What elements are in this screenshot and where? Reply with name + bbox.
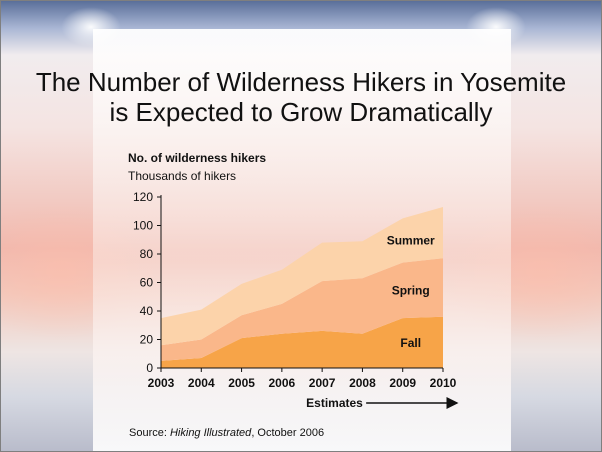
series-label-spring: Spring — [392, 283, 430, 297]
chart-title: No. of wilderness hikers — [128, 151, 267, 165]
x-tick-label: 2005 — [228, 376, 255, 390]
chart-heading: No. of wilderness hikers Thousands of hi… — [128, 151, 266, 183]
x-tick-label: 2007 — [309, 376, 336, 390]
y-tick-label: 120 — [133, 190, 153, 204]
area-fall — [161, 316, 443, 368]
series-label-summer: Summer — [387, 233, 435, 247]
x-tick-label: 2006 — [269, 376, 296, 390]
chart-units: Thousands of hikers — [128, 169, 237, 183]
y-tick-label: 20 — [140, 333, 154, 347]
y-tick-label: 100 — [133, 219, 153, 233]
slide-title: The Number of Wilderness Hikers in Yosem… — [1, 67, 601, 127]
y-tick-label: 0 — [146, 361, 153, 375]
x-tick-label: 2010 — [430, 376, 457, 390]
x-tick-label: 2004 — [188, 376, 215, 390]
title-line-2: is Expected to Grow Dramatically — [109, 97, 493, 127]
y-tick-label: 60 — [140, 276, 154, 290]
source-suffix: , October 2006 — [251, 427, 325, 439]
x-tick-label: 2003 — [148, 376, 175, 390]
x-tick-label: 2009 — [389, 376, 416, 390]
source-note: Source: Hiking Illustrated, October 2006 — [129, 427, 324, 439]
source-prefix: Source: — [129, 427, 167, 439]
series-label-fall: Fall — [400, 336, 421, 350]
y-tick-label: 40 — [140, 304, 154, 318]
y-tick-label: 80 — [140, 247, 154, 261]
title-line-1: The Number of Wilderness Hikers in Yosem… — [35, 67, 567, 97]
estimates-label: Estimates — [306, 396, 363, 410]
source-publication: Hiking Illustrated — [169, 427, 252, 439]
x-tick-label: 2008 — [349, 376, 376, 390]
area-summer — [161, 207, 443, 346]
area-spring — [161, 258, 443, 361]
